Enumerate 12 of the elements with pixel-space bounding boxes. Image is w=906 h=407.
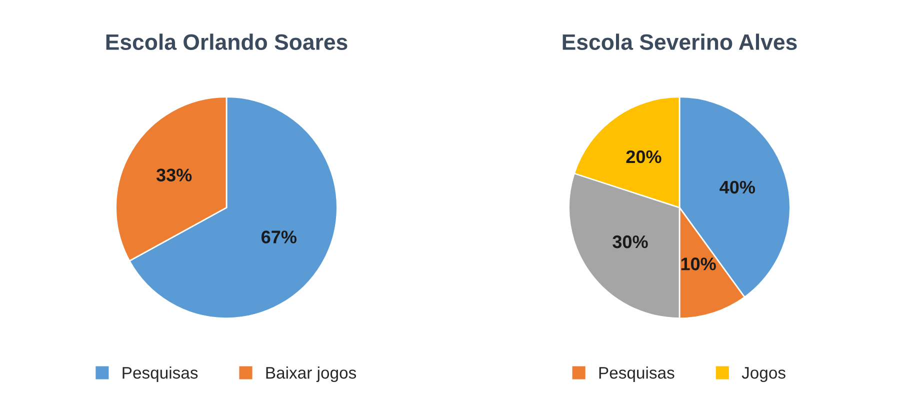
legend-label: Baixar jogos: [266, 366, 356, 382]
legend-label: Pesquisas: [122, 366, 198, 382]
data-label: 67%: [262, 230, 296, 244]
data-label: 10%: [681, 258, 716, 270]
data-label: 33%: [156, 168, 192, 182]
data-label: 30%: [612, 235, 648, 248]
data-label: 40%: [720, 180, 755, 194]
chart-title: Escola Orlando Soares: [106, 34, 348, 50]
legend-label: Jogos: [742, 367, 786, 382]
data-label: 20%: [626, 150, 662, 164]
legend-label: Pesquisas: [599, 366, 674, 382]
chart-title: Escola Severino Alves: [562, 34, 797, 50]
